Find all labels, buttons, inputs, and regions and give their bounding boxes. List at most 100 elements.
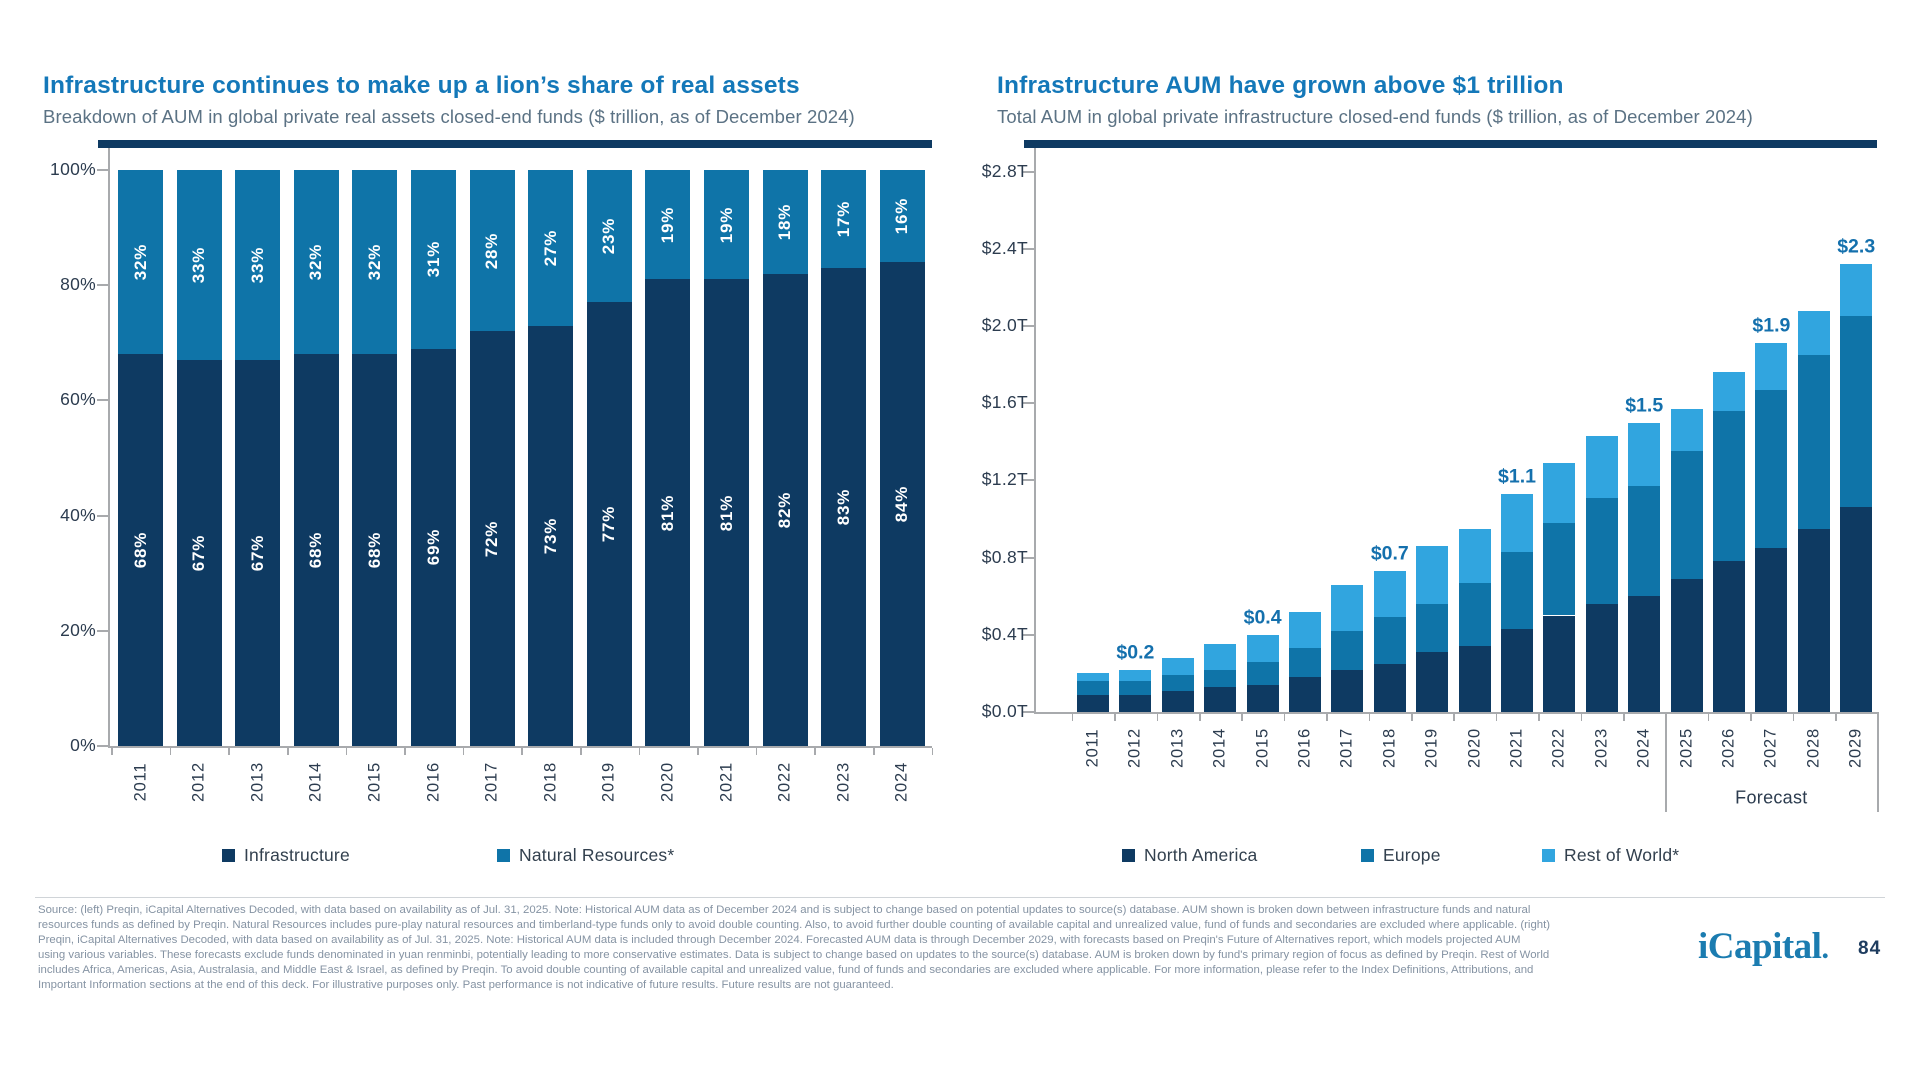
- bar-segment-rest-of-world--2026: [1713, 372, 1745, 411]
- real-assets-breakdown-y-tick: [97, 745, 110, 747]
- bar-segment-europe-2018: [1373, 617, 1406, 664]
- bar-segment-natural-resources--2020: [645, 170, 691, 280]
- x-axis-label-2022: 2022: [1549, 728, 1568, 768]
- bar-segment-europe-2023: [1585, 497, 1618, 604]
- source-note-line: includes Africa, Americas, Asia, Austral…: [38, 964, 1534, 977]
- infrastructure-aum-x-axis: [1034, 712, 1878, 714]
- bar-segment-north-america-2020: [1458, 646, 1491, 712]
- bar-segment-infrastructure-2013: [235, 360, 281, 746]
- bar-segment-north-america-2018: [1373, 663, 1406, 712]
- bar-segment-north-america-2023: [1585, 603, 1618, 712]
- real-assets-breakdown-header-rule: [98, 140, 932, 148]
- source-note-line: Important Information sections at the en…: [38, 979, 894, 992]
- x-axis-label-2012: 2012: [1125, 728, 1144, 768]
- infrastructure-aum-y-tick: [1023, 633, 1036, 636]
- bar-segment-natural-resources--2012: [176, 170, 222, 361]
- bar-segment-europe-2019: [1416, 603, 1449, 653]
- infrastructure-aum-y-tick-label: $2.8T: [981, 160, 1028, 181]
- bar-segment-rest-of-world--2011: [1077, 673, 1109, 682]
- infrastructure-aum-x-tick: [1792, 714, 1795, 721]
- real-assets-breakdown-y-tick: [97, 629, 110, 632]
- infrastructure-aum-x-tick: [1156, 714, 1159, 721]
- real-assets-breakdown-x-tick: [697, 748, 699, 755]
- infrastructure-aum-x-tick: [1368, 714, 1371, 721]
- bar-segment-north-america-2025: [1670, 578, 1703, 712]
- real-assets-breakdown-x-tick: [169, 748, 172, 755]
- footer-divider: [35, 897, 1885, 898]
- x-axis-label-2021: 2021: [1507, 728, 1526, 768]
- bar-segment-natural-resources--2019: [586, 170, 632, 303]
- source-note: Source: (left) Preqin, iCapital Alternat…: [38, 903, 1688, 994]
- x-axis-label-2027: 2027: [1761, 728, 1780, 768]
- legend-label: Infrastructure: [244, 845, 350, 865]
- infrastructure-aum-y-tick-label: $0.4T: [981, 623, 1028, 644]
- source-note-line: Source: (left) Preqin, iCapital Alternat…: [38, 904, 1531, 916]
- infrastructure-aum-forecast-divider: [1665, 712, 1667, 812]
- real-assets-breakdown-x-tick: [345, 748, 348, 755]
- bar-total-label-2015: $0.4: [1243, 606, 1282, 629]
- bar-total-label-2024: $1.5: [1625, 394, 1664, 416]
- bar-segment-natural-resources--2018: [528, 170, 574, 326]
- x-axis-label-2014: 2014: [1210, 728, 1229, 768]
- infrastructure-aum-x-tick: [1241, 714, 1243, 721]
- x-axis-label-2020: 2020: [1465, 728, 1484, 768]
- bar-segment-europe-2016: [1289, 648, 1321, 678]
- real-assets-breakdown-y-tick-label: 40%: [60, 504, 96, 525]
- real-assets-breakdown-x-tick: [404, 748, 406, 755]
- bar-segment-rest-of-world--2019: [1416, 546, 1449, 604]
- bar-segment-europe-2017: [1331, 630, 1364, 670]
- bar-segment-rest-of-world--2017: [1331, 584, 1364, 631]
- infrastructure-aum-y-tick: [1023, 170, 1036, 173]
- bar-segment-rest-of-world--2023: [1585, 436, 1618, 498]
- x-axis-label-2029: 2029: [1846, 728, 1865, 768]
- bar-segment-natural-resources--2022: [762, 170, 808, 274]
- bar-segment-europe-2012: [1119, 681, 1152, 695]
- forecast-label: Forecast: [1735, 787, 1808, 808]
- bar-segment-europe-2015: [1246, 661, 1279, 685]
- bar-segment-infrastructure-2022: [762, 273, 808, 746]
- x-axis-label-2025: 2025: [1677, 728, 1696, 768]
- real-assets-breakdown-x-tick: [755, 748, 758, 755]
- bar-total-label-2018: $0.7: [1370, 542, 1409, 565]
- bar-segment-north-america-2013: [1161, 690, 1194, 712]
- real-assets-breakdown-y-tick-label: 100%: [50, 159, 96, 179]
- bar-segment-europe-2029: [1840, 316, 1873, 508]
- bar-segment-europe-2026: [1713, 410, 1745, 562]
- infrastructure-aum-y-tick: [1023, 247, 1036, 250]
- bar-segment-infrastructure-2016: [411, 348, 456, 746]
- infrastructure-aum-y-tick-label: $1.6T: [981, 392, 1028, 413]
- infrastructure-aum-x-tick: [1199, 714, 1201, 721]
- bar-segment-infrastructure-2014: [293, 354, 339, 746]
- bar-segment-north-america-2027: [1755, 547, 1788, 712]
- bar-segment-rest-of-world--2022: [1543, 463, 1576, 523]
- icapital-logo: iCapital.: [1698, 926, 1829, 967]
- bar-segment-infrastructure-2021: [704, 279, 749, 746]
- infrastructure-aum-forecast-end: [1877, 712, 1879, 812]
- logo-period: .: [1821, 932, 1829, 965]
- x-axis-label-2013: 2013: [1168, 728, 1187, 768]
- bar-segment-rest-of-world--2016: [1289, 611, 1321, 649]
- infrastructure-aum-x-tick: [1411, 714, 1413, 721]
- bar-total-label-2012: $0.2: [1116, 641, 1155, 664]
- infrastructure-aum-x-tick: [1114, 714, 1116, 721]
- bar-segment-north-america-2021: [1501, 629, 1533, 712]
- real-assets-breakdown-x-tick: [814, 748, 816, 755]
- real-assets-breakdown-y-tick: [97, 169, 110, 171]
- infrastructure-aum-x-tick: [1283, 714, 1286, 721]
- bar-segment-infrastructure-2011: [118, 354, 163, 746]
- bar-segment-north-america-2029: [1840, 507, 1873, 712]
- legend-item-infrastructure: Infrastructure: [222, 845, 350, 866]
- bar-segment-rest-of-world--2018: [1373, 571, 1406, 618]
- x-axis-label-2024: 2024: [1634, 728, 1653, 768]
- x-axis-label-2017: 2017: [1337, 728, 1356, 768]
- bar-segment-rest-of-world--2025: [1670, 408, 1703, 452]
- bar-segment-north-america-2026: [1713, 561, 1745, 712]
- bar-segment-natural-resources--2021: [704, 170, 749, 280]
- infrastructure-aum-x-tick: [1623, 714, 1625, 721]
- legend-label: Rest of World*: [1564, 845, 1680, 865]
- bar-segment-infrastructure-2015: [352, 354, 398, 746]
- infrastructure-aum-y-tick-label: $2.0T: [981, 315, 1028, 335]
- infrastructure-aum-y-tick-label: $0.8T: [981, 546, 1028, 567]
- legend-label: North America: [1144, 845, 1258, 865]
